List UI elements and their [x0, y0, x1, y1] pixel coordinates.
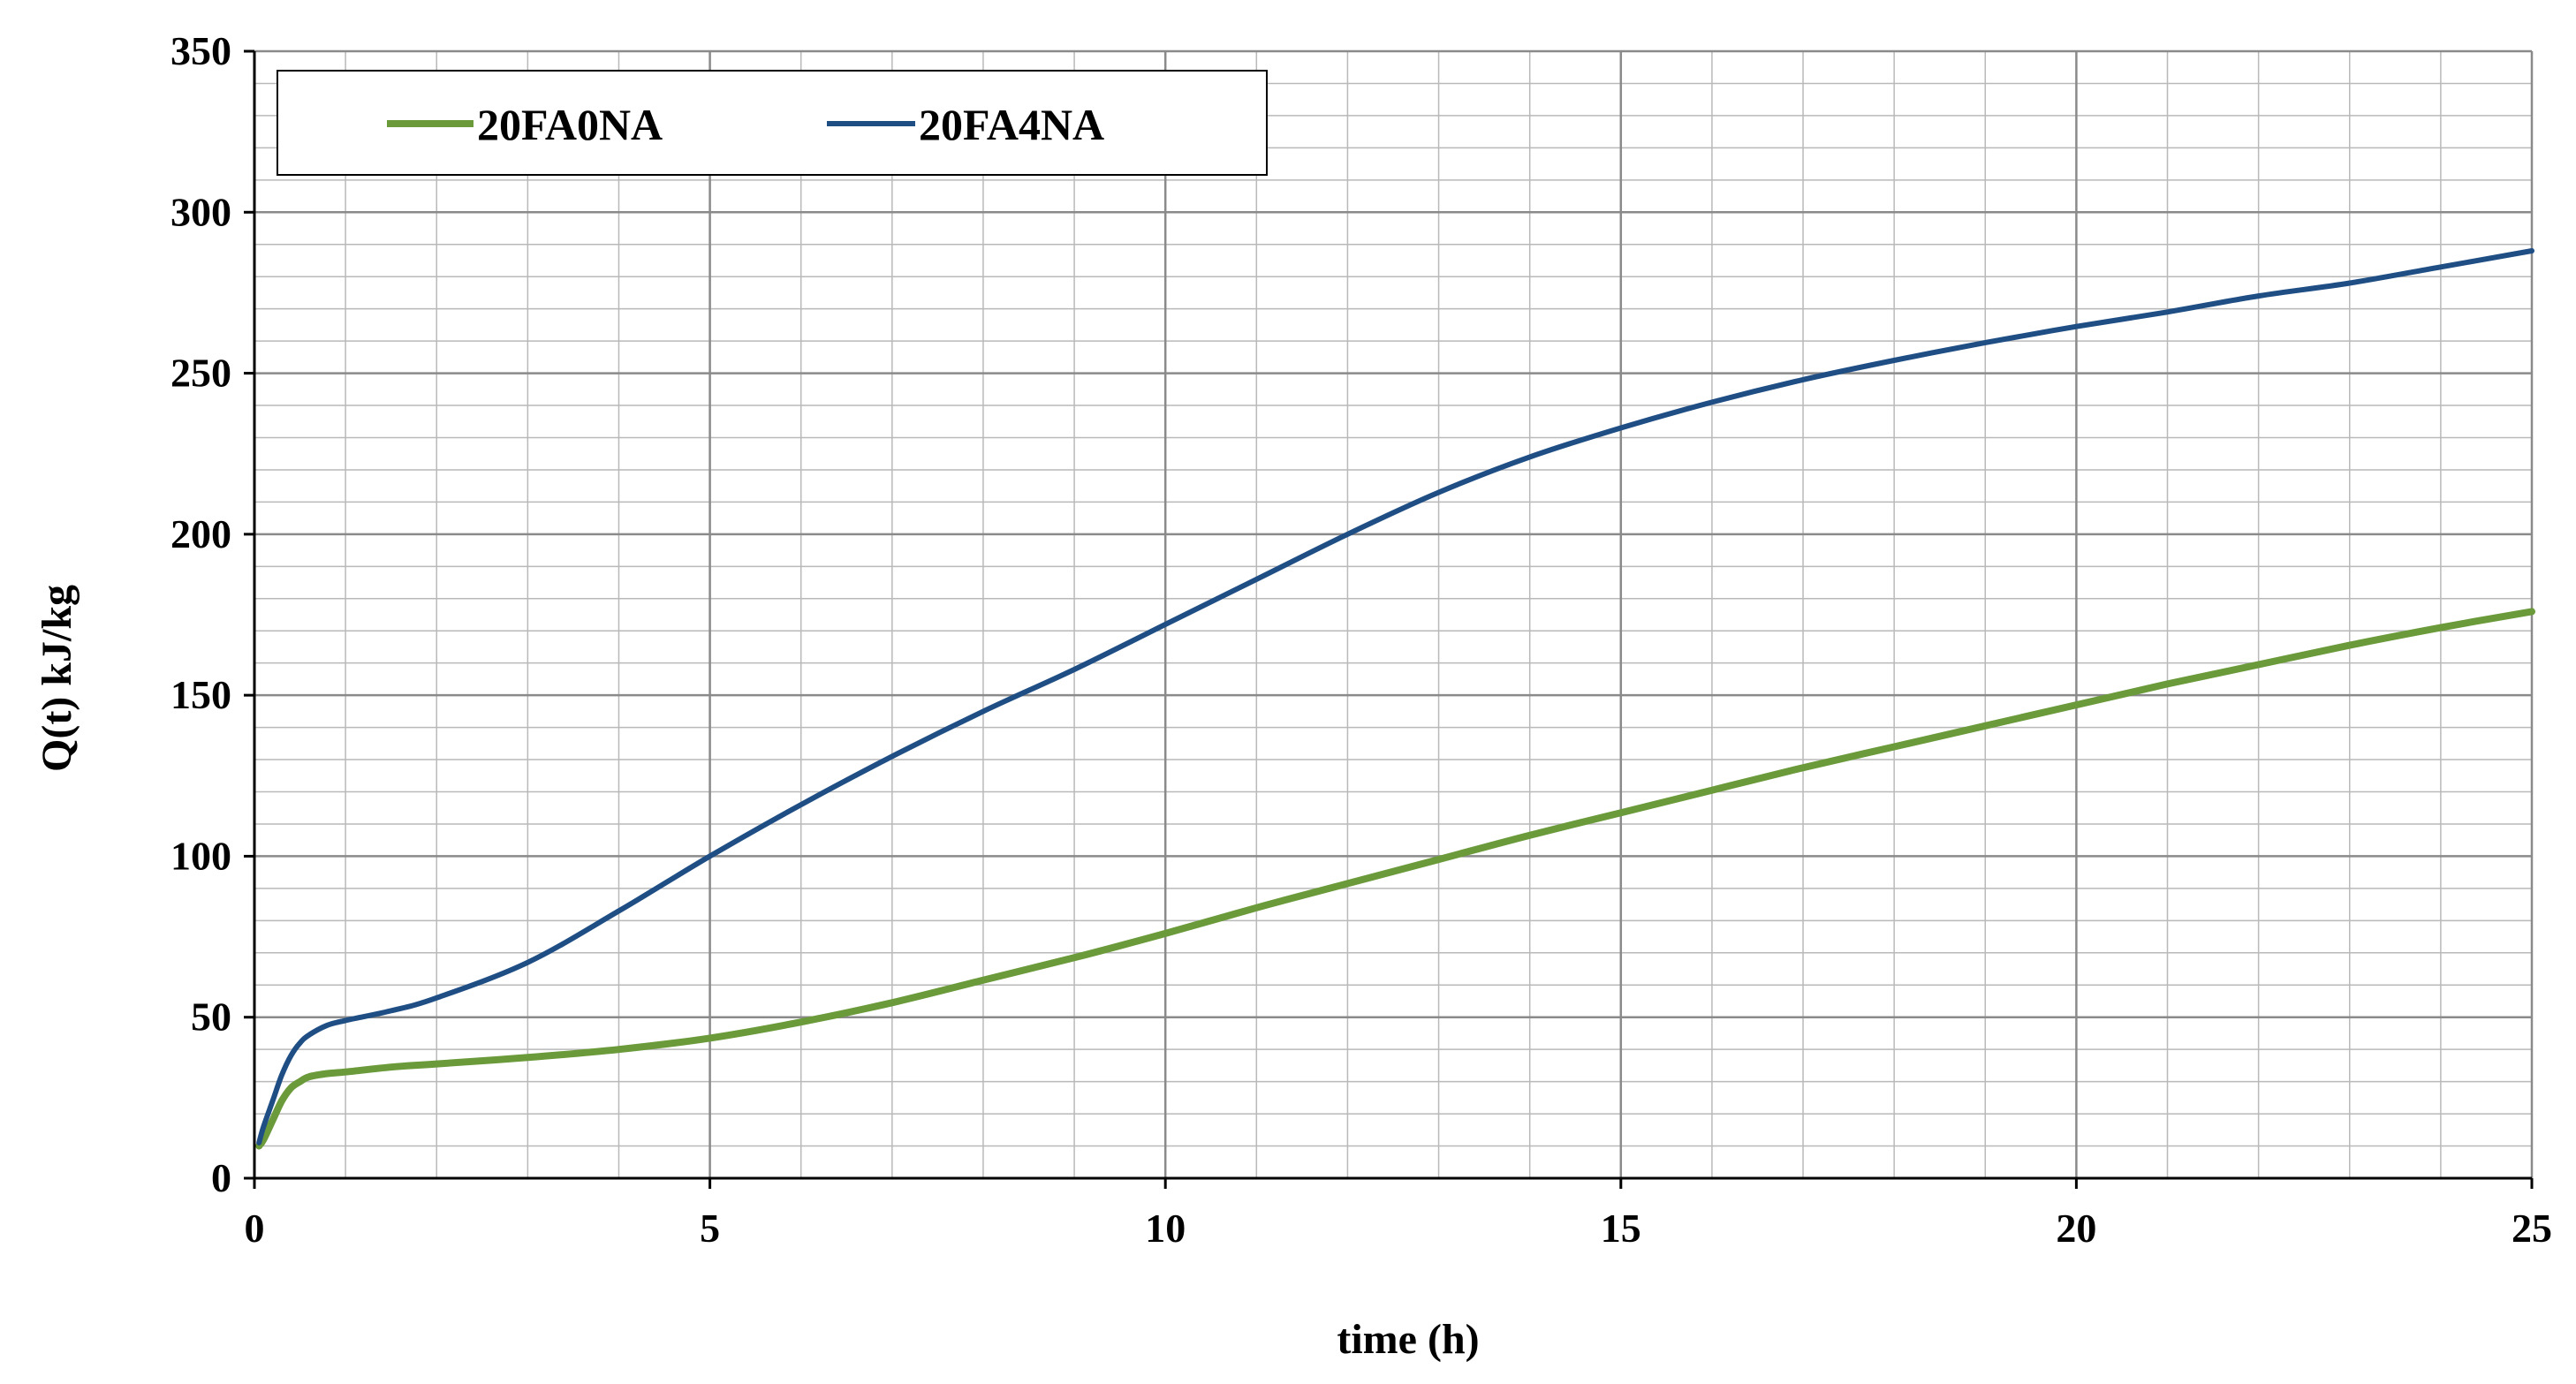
x-tick-label: 15: [1601, 1206, 1641, 1251]
x-tick-label: 10: [1145, 1206, 1186, 1251]
x-tick-label: 25: [2512, 1206, 2552, 1251]
series-line-20FA0NA: [255, 608, 2535, 1150]
y-tick-label: 100: [170, 833, 231, 878]
legend-label-20FA0NA: 20FA0NA: [477, 100, 663, 149]
x-tick-label: 0: [245, 1206, 265, 1251]
y-axis-title: Q(t) kJ/kg: [34, 585, 80, 772]
y-tick-label: 300: [170, 189, 231, 234]
x-axis-title: time (h): [1337, 1316, 1479, 1363]
series-layer: [255, 248, 2535, 1150]
y-tick-label: 50: [191, 995, 231, 1040]
y-tick-label: 0: [211, 1155, 231, 1200]
x-tick-label: 20: [2056, 1206, 2096, 1251]
y-tick-label: 350: [170, 28, 231, 73]
legend: 20FA0NA 20FA4NA: [277, 70, 1268, 176]
y-tick-label: 150: [170, 672, 231, 717]
series-line-20FA4NA: [256, 248, 2534, 1146]
y-tick-label: 250: [170, 351, 231, 396]
minor-gridlines: [254, 51, 2532, 1178]
major-gridlines: [254, 49, 2534, 1178]
legend-label-20FA4NA: 20FA4NA: [919, 100, 1104, 149]
y-tick-label: 200: [170, 511, 231, 556]
axes: [244, 49, 2534, 1189]
x-tick-label: 5: [700, 1206, 720, 1251]
